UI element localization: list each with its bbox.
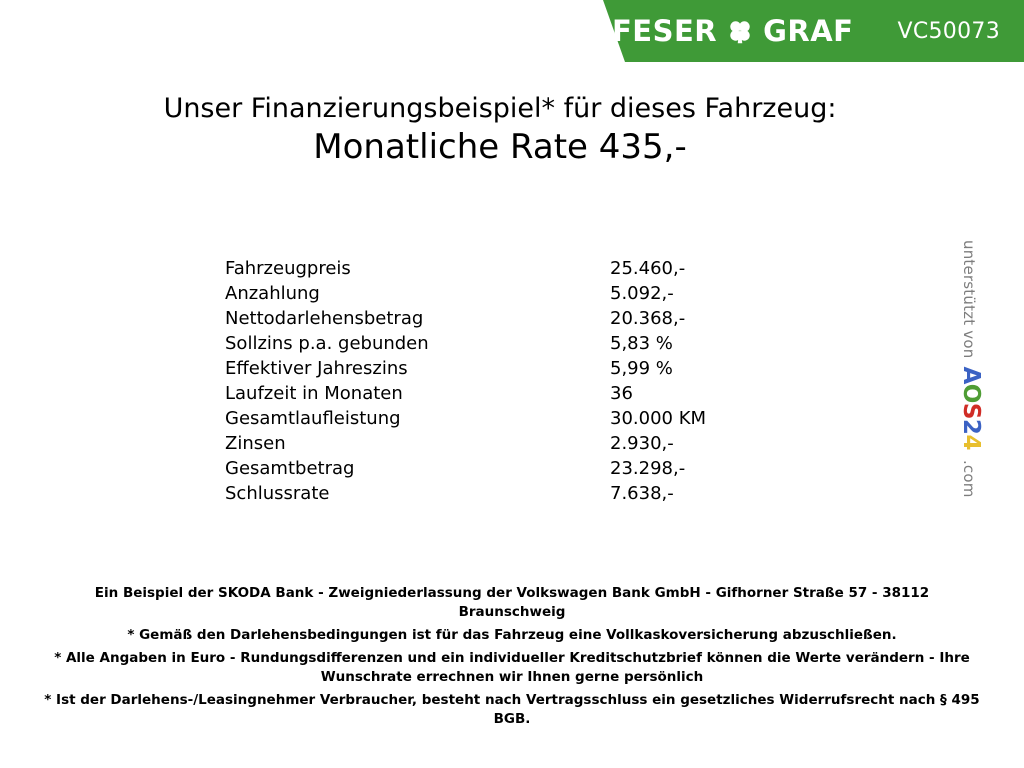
header-banner: FESER GRAF VC50073	[0, 0, 1024, 62]
row-label: Gesamtbetrag	[225, 458, 355, 479]
row-value: 23.298,-	[610, 458, 686, 479]
aos24-logo[interactable]: AOS24	[958, 366, 984, 449]
row-value: 25.460,-	[610, 258, 686, 279]
footer-legal-block: Ein Beispiel der SKODA Bank - Zweigniede…	[0, 584, 1024, 733]
row-value: 5,99 %	[610, 358, 673, 379]
row-label: Fahrzeugpreis	[225, 258, 351, 279]
table-row: Sollzins p.a. gebunden 5,83 %	[225, 331, 785, 356]
aos24-domain-suffix: .com	[960, 459, 978, 498]
row-value: 36	[610, 383, 633, 404]
finance-details-table: Fahrzeugpreis 25.460,- Anzahlung 5.092,-…	[225, 256, 785, 506]
row-value: 2.930,-	[610, 433, 674, 454]
vehicle-code: VC50073	[897, 18, 1000, 44]
footer-line-insurance-note: * Gemäß den Darlehensbedingungen ist für…	[127, 627, 897, 643]
supported-by-label: unterstützt von	[960, 240, 978, 359]
row-label: Sollzins p.a. gebunden	[225, 333, 429, 354]
feser-graf-logo[interactable]: FESER GRAF	[612, 14, 854, 48]
banner-green-shape	[603, 0, 1024, 62]
footer-line-withdrawal-note: * Ist der Darlehens-/Leasingnehmer Verbr…	[44, 692, 980, 727]
brand-name-graf: GRAF	[763, 14, 854, 48]
row-value: 30.000 KM	[610, 408, 707, 429]
aos24-digit-4: 4	[958, 434, 984, 450]
row-label: Anzahlung	[225, 283, 320, 304]
page-title-monthly-rate: Monatliche Rate 435,-	[313, 127, 687, 167]
aos24-letter-a: A	[958, 366, 984, 384]
supported-by-block: unterstützt von AOS24 .com	[958, 240, 984, 498]
row-value: 7.638,-	[610, 483, 674, 504]
support-strip: unterstützt von AOS24 .com	[958, 240, 1024, 540]
row-label: Gesamtlaufleistung	[225, 408, 401, 429]
title-block: Unser Finanzierungsbeispiel* für dieses …	[0, 92, 1000, 168]
table-row: Laufzeit in Monaten 36	[225, 381, 785, 406]
row-label: Zinsen	[225, 433, 286, 454]
brand-row: FESER GRAF VC50073	[0, 0, 1024, 62]
row-label: Laufzeit in Monaten	[225, 383, 403, 404]
table-row: Schlussrate 7.638,-	[225, 481, 785, 506]
row-label: Schlussrate	[225, 483, 330, 504]
table-row: Nettodarlehensbetrag 20.368,-	[225, 306, 785, 331]
row-value: 5.092,-	[610, 283, 674, 304]
table-row: Zinsen 2.930,-	[225, 431, 785, 456]
table-row: Effektiver Jahreszins 5,99 %	[225, 356, 785, 381]
footer-line-bank-info: Ein Beispiel der SKODA Bank - Zweigniede…	[94, 585, 930, 620]
row-label: Effektiver Jahreszins	[225, 358, 408, 379]
table-row: Anzahlung 5.092,-	[225, 281, 785, 306]
brand-name-feser: FESER	[611, 14, 718, 48]
table-row: Gesamtbetrag 23.298,-	[225, 456, 785, 481]
aos24-letter-s: S	[958, 402, 984, 419]
row-value: 5,83 %	[610, 333, 673, 354]
aos24-letter-o: O	[958, 383, 984, 403]
row-label: Nettodarlehensbetrag	[225, 308, 424, 329]
footer-line-currency-note: * Alle Angaben in Euro - Rundungsdiffere…	[54, 650, 970, 685]
page-subtitle: Unser Finanzierungsbeispiel* für dieses …	[163, 93, 837, 124]
table-row: Fahrzeugpreis 25.460,-	[225, 256, 785, 281]
aos24-digit-2: 2	[958, 418, 984, 435]
table-row: Gesamtlaufleistung 30.000 KM	[225, 406, 785, 431]
clover-icon	[726, 17, 754, 45]
row-value: 20.368,-	[610, 308, 686, 329]
